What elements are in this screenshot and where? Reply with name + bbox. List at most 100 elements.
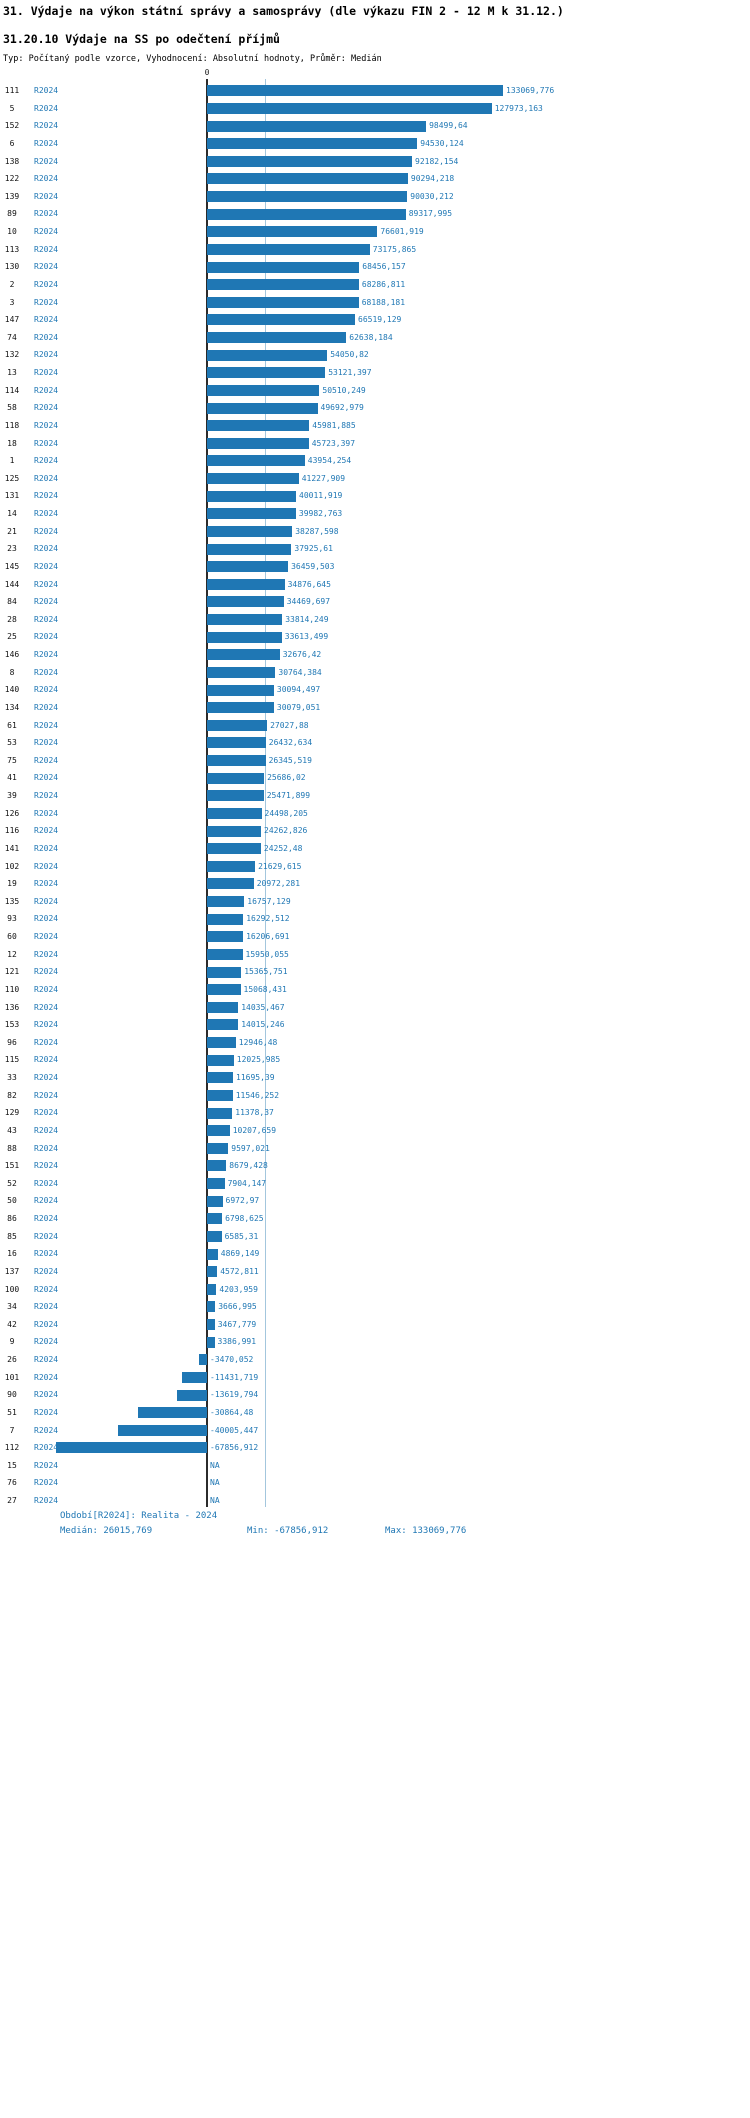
row-period-label: R2024 — [34, 1249, 59, 1259]
row-period-label: R2024 — [34, 1143, 59, 1153]
row-id-label: 134 — [4, 702, 20, 712]
row-id-label: 100 — [4, 1284, 20, 1294]
row-period-label: R2024 — [34, 879, 59, 889]
row-period-label: R2024 — [34, 1231, 59, 1241]
row-id-label: 41 — [7, 773, 17, 783]
row-period-label: R2024 — [34, 209, 59, 219]
value-bar — [118, 1424, 207, 1436]
row-id-label: 58 — [7, 403, 17, 413]
value-bar — [176, 1389, 207, 1401]
row-id-label: 3 — [9, 297, 15, 307]
value-bar — [207, 261, 360, 273]
row-id-label: 18 — [7, 438, 17, 448]
chart-row: 111 R2024 133069,776 — [0, 82, 750, 100]
row-period-label: R2024 — [34, 315, 59, 325]
chart-row: 151 R2024 8679,428 — [0, 1157, 750, 1175]
row-period-label: R2024 — [34, 1037, 59, 1047]
chart-row: 13 R2024 53121,397 — [0, 364, 750, 382]
value-bar — [207, 332, 347, 344]
row-id-label: 84 — [7, 597, 17, 607]
row-id-label: 42 — [7, 1319, 17, 1329]
row-id-label: 125 — [4, 473, 20, 483]
bar-value-label: 50510,249 — [322, 385, 366, 395]
chart-row: 9 R2024 3386,991 — [0, 1333, 750, 1351]
row-id-label: 115 — [4, 1055, 20, 1065]
value-bar — [207, 384, 320, 396]
value-bar — [207, 1319, 215, 1331]
chart-row: 3 R2024 68188,181 — [0, 294, 750, 312]
value-bar — [207, 508, 296, 520]
chart-row: 74 R2024 62638,184 — [0, 329, 750, 347]
chart-row: 141 R2024 24252,48 — [0, 840, 750, 858]
bar-value-label: 4572,811 — [220, 1266, 259, 1276]
bar-value-label: 30094,497 — [276, 685, 321, 695]
bar-value-label: 40011,919 — [299, 491, 343, 501]
value-bar — [207, 1089, 233, 1101]
row-period-label: R2024 — [34, 1108, 59, 1118]
row-id-label: 13 — [7, 368, 17, 377]
chart-row: 5 R2024 127973,163 — [0, 100, 750, 118]
bar-value-label: 15950,055 — [245, 949, 289, 959]
row-id-label: 118 — [4, 420, 20, 430]
value-bar — [207, 296, 359, 308]
bar-value-label: 33814,249 — [285, 614, 329, 624]
bar-value-label: -13619,794 — [210, 1390, 259, 1400]
value-bar — [207, 85, 503, 97]
row-id-label: 12 — [7, 949, 17, 959]
bar-value-label: 6798,625 — [225, 1214, 264, 1223]
row-period-label: R2024 — [34, 755, 59, 765]
bar-value-label: 94530,124 — [420, 138, 464, 148]
value-bar — [207, 1283, 217, 1295]
chart-row: 7 R2024 -40005,447 — [0, 1422, 750, 1440]
bar-value-label: 20972,281 — [256, 879, 301, 889]
row-id-label: 110 — [4, 984, 20, 994]
chart-row: 146 R2024 32676,42 — [0, 646, 750, 664]
bar-value-label: 90030,212 — [410, 191, 454, 201]
chart-row: 121 R2024 15365,751 — [0, 963, 750, 981]
chart-row: 12 R2024 15950,055 — [0, 946, 750, 964]
value-bar — [207, 684, 274, 696]
row-period-label: R2024 — [34, 385, 59, 395]
bar-value-label: 27027,88 — [270, 720, 309, 730]
value-bar — [207, 631, 282, 643]
row-period-label: R2024 — [34, 808, 59, 818]
row-id-label: 112 — [4, 1443, 20, 1453]
chart-row: 23 R2024 37925,61 — [0, 540, 750, 558]
value-bar — [207, 1037, 236, 1049]
value-bar — [207, 349, 328, 361]
bar-value-label: 4203,959 — [219, 1284, 258, 1294]
value-bar — [207, 843, 261, 855]
bar-value-label: NA — [210, 1460, 220, 1470]
bar-value-label: 14015,246 — [241, 1020, 285, 1030]
bar-value-label: 26432,634 — [268, 738, 313, 748]
chart-row: 43 R2024 10207,659 — [0, 1122, 750, 1140]
bar-value-label: 98499,64 — [429, 121, 468, 131]
value-bar — [207, 561, 289, 573]
row-id-label: 82 — [7, 1090, 17, 1100]
chart-row: 96 R2024 12946,48 — [0, 1034, 750, 1052]
row-period-label: R2024 — [34, 1460, 59, 1470]
indicator-subtitle: 31.20.10 Výdaje na SS po odečtení příjmů — [3, 32, 280, 46]
bar-value-label: 16206,691 — [246, 932, 290, 941]
row-id-label: 19 — [7, 879, 17, 889]
row-period-label: R2024 — [34, 773, 59, 783]
row-id-label: 131 — [4, 491, 20, 501]
chart-row: 60 R2024 16206,691 — [0, 928, 750, 946]
row-id-label: 34 — [7, 1302, 17, 1312]
value-bar — [207, 755, 266, 767]
row-period-label: R2024 — [34, 1355, 59, 1364]
bar-value-label: -40005,447 — [210, 1425, 259, 1435]
value-bar — [138, 1407, 207, 1419]
value-bar — [207, 490, 296, 502]
row-period-label: R2024 — [34, 491, 59, 501]
chart-row: 34 R2024 3666,995 — [0, 1298, 750, 1316]
value-bar — [207, 525, 293, 537]
row-period-label: R2024 — [34, 174, 59, 184]
bar-value-label: 33613,499 — [284, 632, 329, 642]
chart-row: 26 R2024 -3470,052 — [0, 1351, 750, 1369]
bar-value-label: 11378,37 — [235, 1108, 274, 1118]
value-bar — [207, 455, 305, 467]
chart-row: 1 R2024 43954,254 — [0, 452, 750, 470]
row-id-label: 2 — [9, 279, 15, 289]
row-period-label: R2024 — [34, 896, 59, 906]
